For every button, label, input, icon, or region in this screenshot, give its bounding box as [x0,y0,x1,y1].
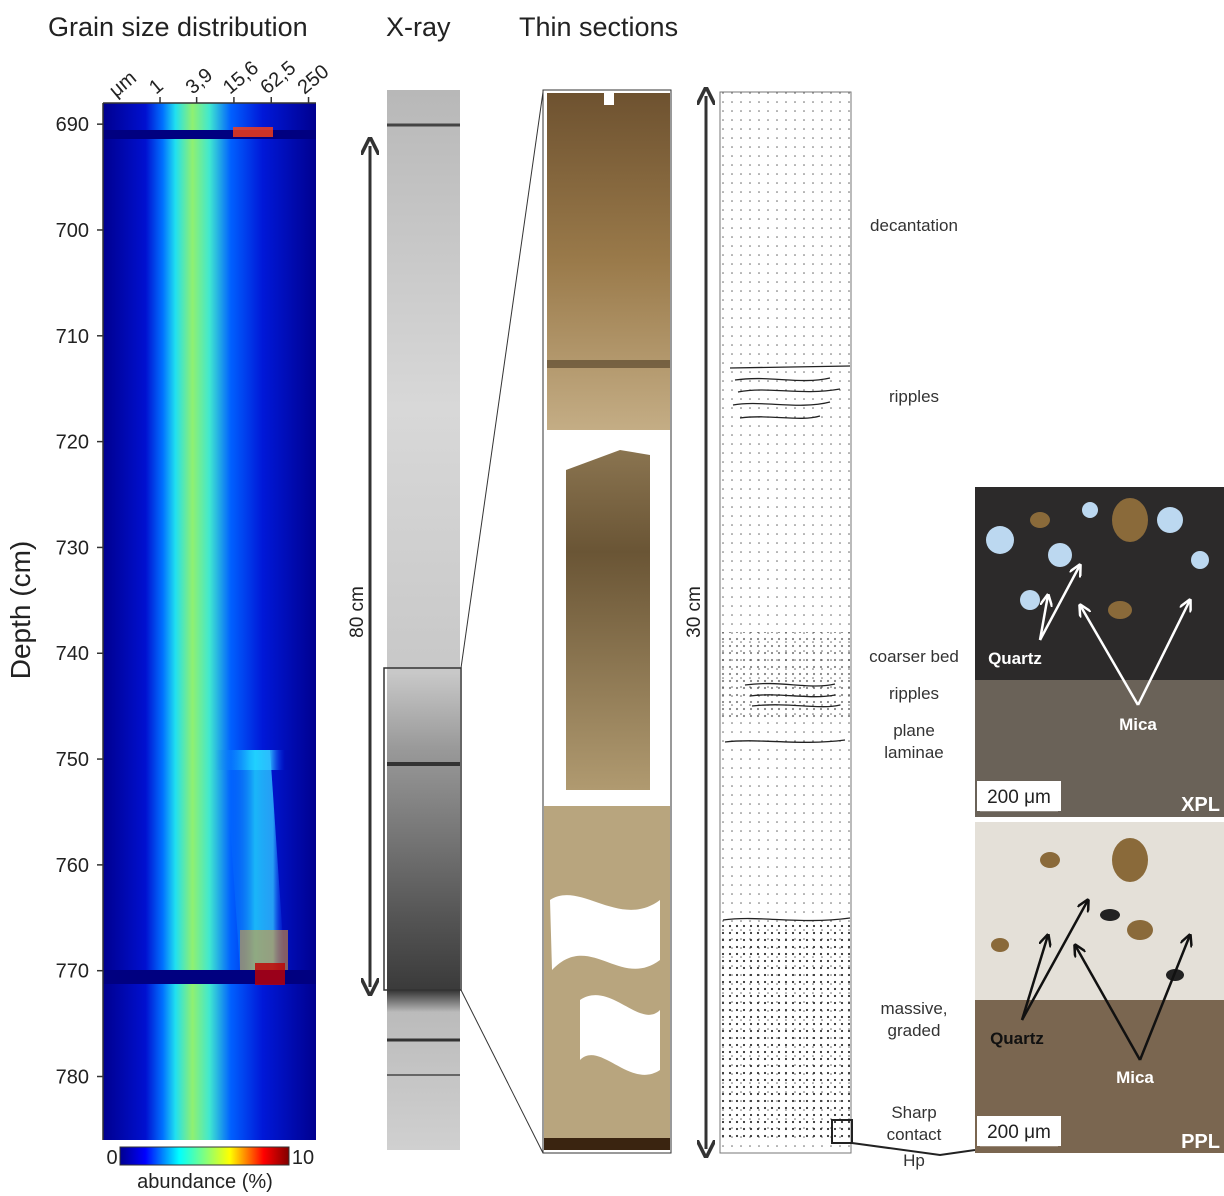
y-tick-label: 720 [56,432,89,454]
facies-label: ripples [889,684,939,703]
facies-label: massive, [880,999,947,1018]
scale-bg [977,1116,1061,1146]
facies-label: laminae [884,743,944,762]
scale-bg [977,781,1061,811]
x-tick-label: 1 [145,75,168,99]
y-tick-label: 730 [56,537,89,559]
mode-label: XPL [1181,794,1220,816]
sedimentary-log [719,91,976,1157]
colorbar-min: 0 [106,1147,117,1169]
facies-labels: decantation ripples coarser bed ripples plan… [869,216,959,1170]
panel-title: Grain size distribution [48,12,308,42]
mineral-label: Mica [1119,715,1157,734]
y-tick-label: 770 [56,961,89,983]
colorbar [119,1146,290,1166]
mineral-label: Mica [1116,1068,1154,1087]
x-tick-label: 62,5 [256,57,300,99]
axes: 690 700 710 720 730 740 750 760 770 780 1 3,9 15,662… [56,57,334,1140]
mineral-label: Quartz [988,649,1042,668]
micrograph-xpl [975,487,1224,817]
y-tick-label: 700 [56,220,89,242]
panel-title: X-ray [386,12,451,42]
mineral-label: Quartz [990,1029,1044,1048]
y-tick-label: 750 [56,749,89,771]
x-unit: μm [105,67,141,102]
facies-label: coarser bed [869,647,959,666]
y-tick-label: 760 [56,855,89,877]
scale-label: 30 cm [684,586,705,638]
facies-label: decantation [870,216,958,235]
y-tick-label: 740 [56,643,89,665]
facies-label: graded [888,1021,941,1040]
y-tick-label: 690 [56,114,89,136]
micrograph-ppl [975,822,1224,1153]
panel-title: Thin sections [519,12,678,42]
scale-label: 80 cm [347,586,368,638]
y-tick-label: 710 [56,326,89,348]
facies-label: contact [887,1125,942,1144]
thin-sections [542,89,672,1154]
x-tick-label: 3,9 [182,64,217,99]
facies-label: ripples [889,387,939,406]
x-tick-label: 250 [294,61,334,99]
micrograph-labels: Quartz Mica 200 μm XPL Quartz Mica 200 μm PPL [977,649,1220,1153]
facies-label: Hp [903,1151,925,1170]
scale-bar-label: 200 μm [987,787,1051,808]
xray-core [383,90,544,1154]
colorbar-label: abundance (%) [137,1171,273,1193]
y-tick-label: 780 [56,1067,89,1089]
y-axis-label: Depth (cm) [5,541,36,679]
facies-label: plane [893,721,935,740]
mode-label: PPL [1181,1131,1220,1153]
heatmap [103,103,316,1140]
scale-bar-label: 200 μm [987,1122,1051,1143]
colorbar-max: 10 [292,1147,314,1169]
facies-label: Sharp [891,1103,936,1122]
x-tick-label: 15,6 [219,57,263,99]
